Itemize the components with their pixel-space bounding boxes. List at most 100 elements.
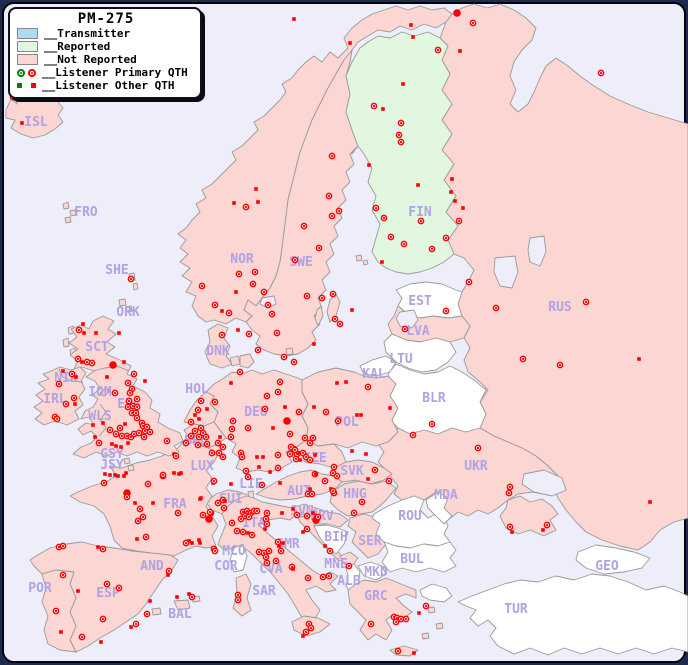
legend-swatch-icon — [17, 41, 38, 52]
listener-primary-marker — [199, 511, 207, 519]
listener-primary-marker — [249, 280, 257, 288]
listener-primary-marker — [244, 473, 252, 481]
country-label-MDA: MDA — [434, 488, 458, 503]
listener-cluster-marker — [283, 417, 291, 425]
listener-other-marker — [453, 199, 457, 203]
listener-primary-marker — [130, 370, 138, 378]
listener-primary-marker — [83, 358, 91, 366]
legend-item-label: __Transmitter — [44, 27, 131, 40]
listener-other-marker — [187, 592, 191, 596]
country-fro2 — [69, 209, 77, 217]
country-label-GSY: GSY — [100, 447, 124, 462]
country-label-SVK: SVK — [340, 464, 364, 479]
listener-other-marker — [124, 471, 128, 475]
listener-primary-marker — [465, 278, 473, 286]
listener-primary-marker — [345, 562, 353, 570]
country-label-HNG: HNG — [343, 487, 367, 502]
listener-other-marker — [648, 500, 652, 504]
country-label-HOL: HOL — [185, 382, 209, 397]
listener-other-marker — [450, 177, 454, 181]
country-label-POL: POL — [335, 415, 359, 430]
listener-other-marker — [257, 465, 261, 469]
country-rigagulf — [395, 309, 419, 329]
listener-primary-marker — [197, 397, 205, 405]
listener-primary-marker — [505, 489, 513, 497]
country-GRC — [347, 577, 417, 641]
country-balMall — [173, 599, 191, 611]
listener-other-marker — [229, 381, 233, 385]
listener-primary-marker — [371, 466, 379, 474]
listener-other-marker — [298, 458, 302, 462]
listener-primary-marker — [291, 256, 299, 264]
country-bornholm — [285, 347, 294, 356]
listener-other-marker — [123, 422, 127, 426]
country-MNE — [339, 551, 359, 567]
listener-other-marker — [197, 538, 201, 542]
country-ork2 — [125, 305, 133, 313]
listener-other-marker — [110, 442, 114, 446]
listener-primary-marker — [194, 406, 202, 414]
listener-primary-marker — [263, 392, 271, 400]
listener-primary-marker — [307, 624, 315, 632]
legend-rows: __Transmitter __Reported __Not Reported __L… — [17, 27, 195, 92]
listener-primary-marker — [328, 212, 336, 220]
listener-primary-marker — [556, 361, 564, 369]
listener-primary-marker — [272, 557, 280, 565]
listener-primary-marker — [308, 490, 316, 498]
listener-other-marker — [277, 544, 281, 548]
listener-other-marker — [80, 360, 84, 364]
listener-primary-marker — [309, 434, 317, 442]
listener-primary-marker — [187, 432, 195, 440]
listener-primary-marker — [329, 487, 337, 495]
listener-other-marker — [81, 322, 85, 326]
listener-primary-marker — [543, 521, 551, 529]
listener-primary-marker — [469, 19, 477, 27]
listener-primary-marker — [306, 456, 314, 464]
country-label-FIN: FIN — [408, 205, 432, 220]
listener-primary-marker — [395, 131, 403, 139]
listener-other-marker — [261, 455, 265, 459]
listener-primary-marker — [358, 498, 366, 506]
listener-primary-marker — [215, 449, 223, 457]
listener-primary-marker — [163, 437, 171, 445]
country-GEO — [575, 544, 651, 575]
listener-primary-marker — [133, 403, 141, 411]
country-aeg1 — [427, 606, 436, 614]
listener-primary-marker — [78, 633, 86, 641]
listener-primary-marker — [262, 553, 270, 561]
country-gsy — [123, 457, 131, 465]
listener-other-marker — [187, 539, 191, 543]
listener-primary-marker — [136, 505, 144, 513]
listener-primary-marker — [286, 450, 294, 458]
listener-primary-marker — [263, 509, 271, 517]
listener-other-marker — [175, 595, 179, 599]
country-label-LUX: LUX — [190, 459, 214, 474]
listener-primary-marker — [237, 515, 245, 523]
listener-primary-marker — [303, 512, 311, 520]
listener-other-marker — [367, 163, 371, 167]
country-jsy — [127, 464, 135, 472]
listener-primary-marker — [218, 331, 226, 339]
country-label-BIH: BIH — [324, 530, 347, 545]
listener-primary-marker — [303, 292, 311, 300]
listener-other-marker — [122, 474, 126, 478]
listener-other-marker — [335, 381, 339, 385]
listener-primary-marker — [242, 467, 250, 475]
listener-primary-marker — [264, 301, 272, 309]
listener-primary-marker — [401, 325, 409, 333]
listener-primary-marker — [582, 298, 590, 306]
listener-primary-marker — [244, 424, 252, 432]
listener-primary-marker — [364, 383, 372, 391]
listener-other-marker — [166, 573, 170, 577]
listener-primary-marker — [225, 309, 233, 317]
listener-other-marker — [416, 183, 420, 187]
country-label-GEO: GEO — [595, 559, 619, 574]
listener-primary-marker — [321, 477, 329, 485]
country-label-AND: AND — [140, 559, 164, 574]
country-label-IRL: IRL — [43, 392, 67, 407]
listener-primary-marker — [268, 310, 276, 318]
country-label-RUS: RUS — [548, 300, 572, 315]
listener-primary-marker — [306, 439, 314, 447]
listener-other-marker — [113, 473, 117, 477]
